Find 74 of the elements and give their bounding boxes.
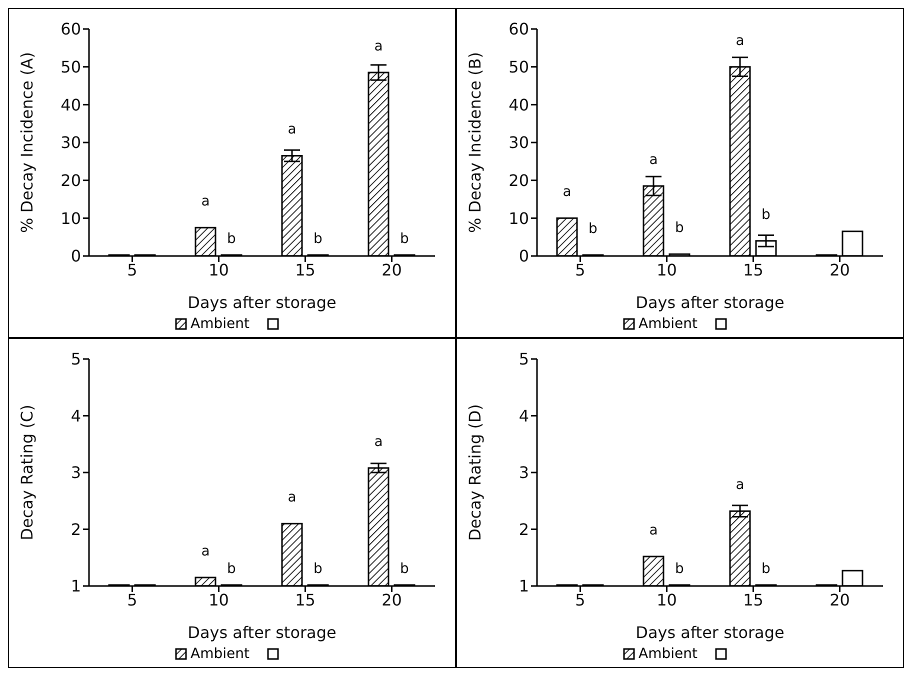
- x-tick-label: 10: [208, 260, 229, 280]
- legend-label: Ambient: [190, 316, 250, 332]
- y-tick-label: 40: [508, 95, 529, 114]
- y-tick-label: 30: [508, 133, 529, 152]
- data-label: a: [736, 477, 744, 494]
- x-tick-label: 15: [295, 590, 316, 610]
- y-tick-label: 5: [70, 350, 81, 369]
- y-tick-label: 60: [60, 20, 81, 39]
- y-tick-label: 20: [60, 171, 81, 190]
- data-label: a: [288, 122, 296, 138]
- x-tick-label: 20: [830, 590, 850, 610]
- data-label: a: [562, 184, 572, 200]
- x-tick-label: 20: [830, 260, 850, 280]
- x-tick-label: 15: [295, 260, 316, 280]
- data-label: b: [314, 561, 323, 577]
- y-tick-label: 4: [70, 406, 81, 426]
- data-label: b: [675, 220, 684, 236]
- data-label: b: [227, 231, 236, 247]
- x-tick-label: 5: [127, 260, 138, 280]
- y-tick-label: 50: [508, 58, 529, 77]
- x-axis-title: Days after storage: [188, 623, 336, 642]
- data-label: a: [649, 152, 658, 168]
- legend-label: Ambient: [638, 646, 698, 662]
- legend-label: Ambient: [638, 316, 698, 332]
- x-tick-label: 5: [127, 590, 138, 610]
- y-tick-label: 50: [60, 58, 81, 77]
- x-axis-title: Days after storage: [188, 293, 336, 312]
- y-tick-label: 4: [518, 406, 529, 426]
- x-axis-title: Days after storage: [636, 293, 784, 312]
- y-axis-title: Decay Rating (D): [466, 404, 485, 541]
- x-tick-label: 15: [743, 590, 764, 610]
- x-tick-label: 5: [575, 260, 586, 280]
- x-tick-label: 5: [575, 590, 586, 610]
- data-label: a: [201, 543, 210, 560]
- y-tick-label: 2: [70, 520, 81, 539]
- x-tick-label: 10: [208, 590, 229, 610]
- y-axis-title: % Decay Incidence (B): [466, 52, 485, 234]
- data-label: b: [400, 231, 410, 247]
- data-label: a: [374, 434, 383, 450]
- data-label: a: [201, 194, 210, 210]
- data-label: b: [675, 561, 684, 577]
- y-axis-title: % Decay Incidence (A): [18, 52, 37, 234]
- x-tick-label: 10: [656, 590, 677, 610]
- y-tick-label: 40: [60, 95, 81, 114]
- y-tick-label: 5: [518, 350, 529, 369]
- data-label: b: [227, 561, 236, 577]
- y-tick-label: 0: [518, 246, 529, 266]
- data-label: a: [736, 32, 744, 49]
- y-tick-label: 10: [60, 208, 81, 228]
- y-tick-label: 0: [70, 246, 81, 266]
- y-tick-label: 10: [508, 208, 529, 228]
- x-tick-label: 10: [656, 260, 677, 280]
- x-axis-title: Days after storage: [636, 623, 784, 642]
- x-tick-label: 20: [382, 590, 402, 610]
- data-label: b: [762, 561, 771, 577]
- y-tick-label: 1: [518, 576, 529, 596]
- y-tick-label: 2: [518, 520, 529, 539]
- y-tick-label: 20: [508, 171, 529, 190]
- data-label: a: [374, 38, 383, 55]
- y-tick-label: 3: [518, 463, 529, 482]
- data-label: a: [649, 522, 658, 538]
- data-label: b: [400, 561, 410, 577]
- data-label: a: [288, 490, 296, 506]
- legend-label: Ambient: [190, 646, 250, 662]
- data-label: b: [588, 221, 598, 237]
- y-tick-label: 30: [60, 133, 81, 152]
- data-label: b: [314, 231, 323, 247]
- y-axis-title: Decay Rating (C): [18, 404, 37, 540]
- y-tick-label: 1: [70, 576, 81, 596]
- x-tick-label: 15: [743, 260, 764, 280]
- y-tick-label: 60: [508, 20, 529, 39]
- x-tick-label: 20: [382, 260, 402, 280]
- data-label: b: [762, 206, 771, 223]
- y-tick-label: 3: [70, 463, 81, 482]
